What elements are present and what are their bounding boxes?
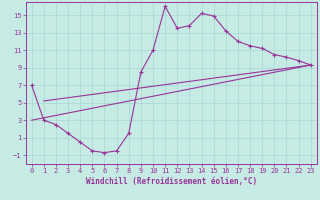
- X-axis label: Windchill (Refroidissement éolien,°C): Windchill (Refroidissement éolien,°C): [86, 177, 257, 186]
